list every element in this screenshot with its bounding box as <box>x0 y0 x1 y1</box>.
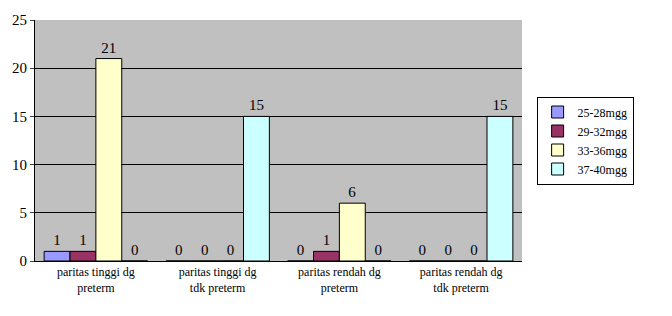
svg-text:1: 1 <box>79 232 87 248</box>
svg-text:21: 21 <box>101 40 116 56</box>
svg-text:20: 20 <box>12 60 27 76</box>
svg-text:37-40mgg: 37-40mgg <box>578 163 627 177</box>
svg-text:paritas rendah dgtdk preterm: paritas rendah dgtdk preterm <box>420 265 503 295</box>
svg-text:0: 0 <box>470 242 478 258</box>
svg-text:15: 15 <box>12 109 27 125</box>
svg-text:0: 0 <box>131 242 139 258</box>
svg-text:0: 0 <box>419 242 427 258</box>
svg-text:0: 0 <box>444 242 452 258</box>
svg-text:25-28mgg: 25-28mgg <box>578 106 627 120</box>
svg-text:1: 1 <box>53 232 61 248</box>
svg-text:paritas tinggi dgpreterm: paritas tinggi dgpreterm <box>57 265 135 295</box>
svg-text:10: 10 <box>12 157 27 173</box>
svg-text:0: 0 <box>20 253 28 269</box>
svg-text:1: 1 <box>323 232 331 248</box>
svg-text:0: 0 <box>201 242 209 258</box>
svg-text:5: 5 <box>20 205 28 221</box>
svg-text:29-32mgg: 29-32mgg <box>578 125 627 139</box>
svg-text:0: 0 <box>175 242 183 258</box>
svg-text:15: 15 <box>492 97 507 113</box>
svg-text:25: 25 <box>12 12 27 28</box>
svg-text:15: 15 <box>249 97 264 113</box>
svg-text:0: 0 <box>297 242 305 258</box>
svg-text:6: 6 <box>348 184 356 200</box>
svg-text:0: 0 <box>227 242 235 258</box>
svg-text:0: 0 <box>374 242 382 258</box>
svg-text:paritas tinggi dgtdk preterm: paritas tinggi dgtdk preterm <box>179 265 257 295</box>
svg-text:paritas rendah dgpreterm: paritas rendah dgpreterm <box>298 265 381 295</box>
svg-text:33-36mgg: 33-36mgg <box>578 144 627 158</box>
